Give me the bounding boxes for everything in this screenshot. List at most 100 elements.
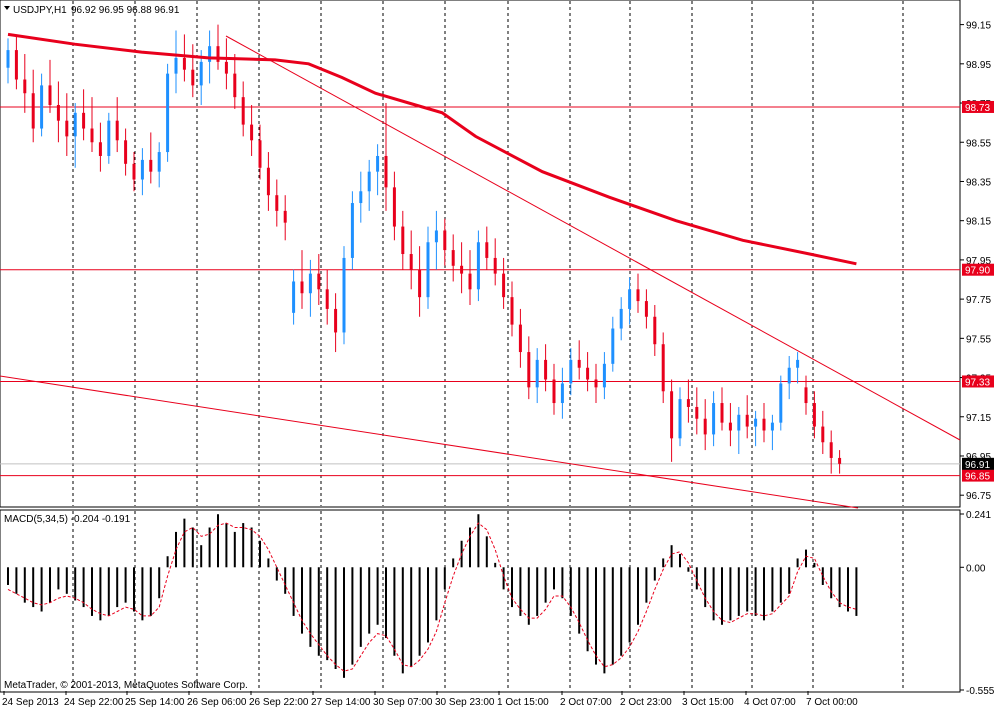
candle-body [712,403,716,435]
price-tick-label: 97.55 [966,334,991,345]
candle-body [317,273,321,290]
candle-body [300,281,304,294]
candle-body [6,50,10,68]
candle-body [460,265,464,274]
candle-body [149,159,153,172]
time-tick-label: 27 Sep 14:00 [311,697,371,708]
level-tag [962,469,994,482]
candle-body [644,301,648,317]
candle-body [527,352,531,388]
price-tick-label: 99.15 [966,21,991,32]
candle-body [56,105,60,121]
candle-body [518,324,522,353]
price-tick-label: 97.75 [966,295,991,306]
candle-body [250,124,254,141]
candle-body [73,112,77,137]
candle-body [124,140,128,164]
current-price-tag [962,457,994,470]
candle-body [796,359,800,368]
candle-body [401,226,405,255]
candle-body [334,308,338,333]
time-tick-label: 4 Oct 07:00 [744,697,796,708]
candle-body [838,457,842,464]
candle-body [653,316,657,345]
candle-body [829,442,833,458]
macd-label: MACD(5,34,5) -0.204 -0.191 [4,514,131,525]
dropdown-arrow-icon[interactable] [4,6,10,10]
candle-body [241,97,245,125]
price-tick-label: 97.15 [966,413,991,424]
macd-signal-line [7,522,857,672]
candle-body [695,406,699,419]
time-tick-label: 1 Oct 15:00 [497,697,549,708]
candle-body [502,273,506,298]
candle-body [569,359,573,384]
price-axis: 99.1598.9598.7598.5598.3598.1597.9597.75… [960,21,991,502]
moving-average-line[interactable] [7,32,857,266]
candle-body [14,50,18,80]
ohlc-values: 96.92 96.95 96.88 96.91 [71,5,180,16]
macd-tick-label: -0.555 [966,686,995,697]
candle-body [586,367,590,380]
macd-tick-label: 0.00 [966,563,986,574]
price-tick-label: 98.35 [966,177,991,188]
trendline[interactable] [0,375,859,509]
candle-body [98,142,102,156]
candle-body [544,359,548,380]
candle-body [602,363,606,388]
level-tag-label: 97.90 [965,266,990,277]
candle-body [468,273,472,290]
candle-body [191,69,195,86]
trendline[interactable] [225,35,961,441]
candle-body [745,414,749,427]
trendlines[interactable] [0,35,961,509]
candle-body [115,120,119,141]
candle-body [670,391,674,439]
level-tag [962,263,994,276]
candle-body [65,120,69,137]
time-tick-label: 26 Sep 06:00 [187,697,247,708]
candle-body [216,46,220,62]
current-price-label: 96.91 [965,460,990,471]
candle-body [434,230,438,243]
candle-body [258,140,262,168]
candle-body [577,359,581,368]
price-tick-label: 98.95 [966,60,991,71]
candle-body [174,57,178,74]
candle-body [728,422,732,431]
time-tick-label: 2 Oct 23:00 [620,697,672,708]
candle-body [611,328,615,364]
candle-body [628,289,632,309]
candle-body [787,367,791,384]
candle-body [770,422,774,431]
symbol-label: USDJPY,H1 [13,5,67,16]
time-tick-label: 26 Sep 22:00 [249,697,309,708]
candle-body [40,85,44,129]
horizontal-levels[interactable] [0,106,960,477]
candle-body [485,242,489,258]
candle-body [426,242,430,298]
candle-body [359,191,363,204]
candle-body [594,379,598,388]
candle-body [619,308,623,329]
candle-body [283,210,287,223]
candle-body [384,155,388,188]
macd-axis: 0.241 0.00 -0.555 [960,510,995,697]
candle-body [224,61,228,74]
candle-body [804,387,808,404]
candle-body [266,167,270,196]
candle-body [82,112,86,129]
level-tag-label: 97.33 [965,377,990,388]
candle-body [636,289,640,302]
candle-body [90,128,94,143]
candle-body [737,414,741,431]
candle-body [308,273,312,294]
price-tick-label: 98.15 [966,217,991,228]
price-tick-label: 96.95 [966,452,991,463]
time-tick-label: 24 Sep 2013 [2,697,59,708]
candle-body [720,403,724,423]
candle-body [560,383,564,404]
